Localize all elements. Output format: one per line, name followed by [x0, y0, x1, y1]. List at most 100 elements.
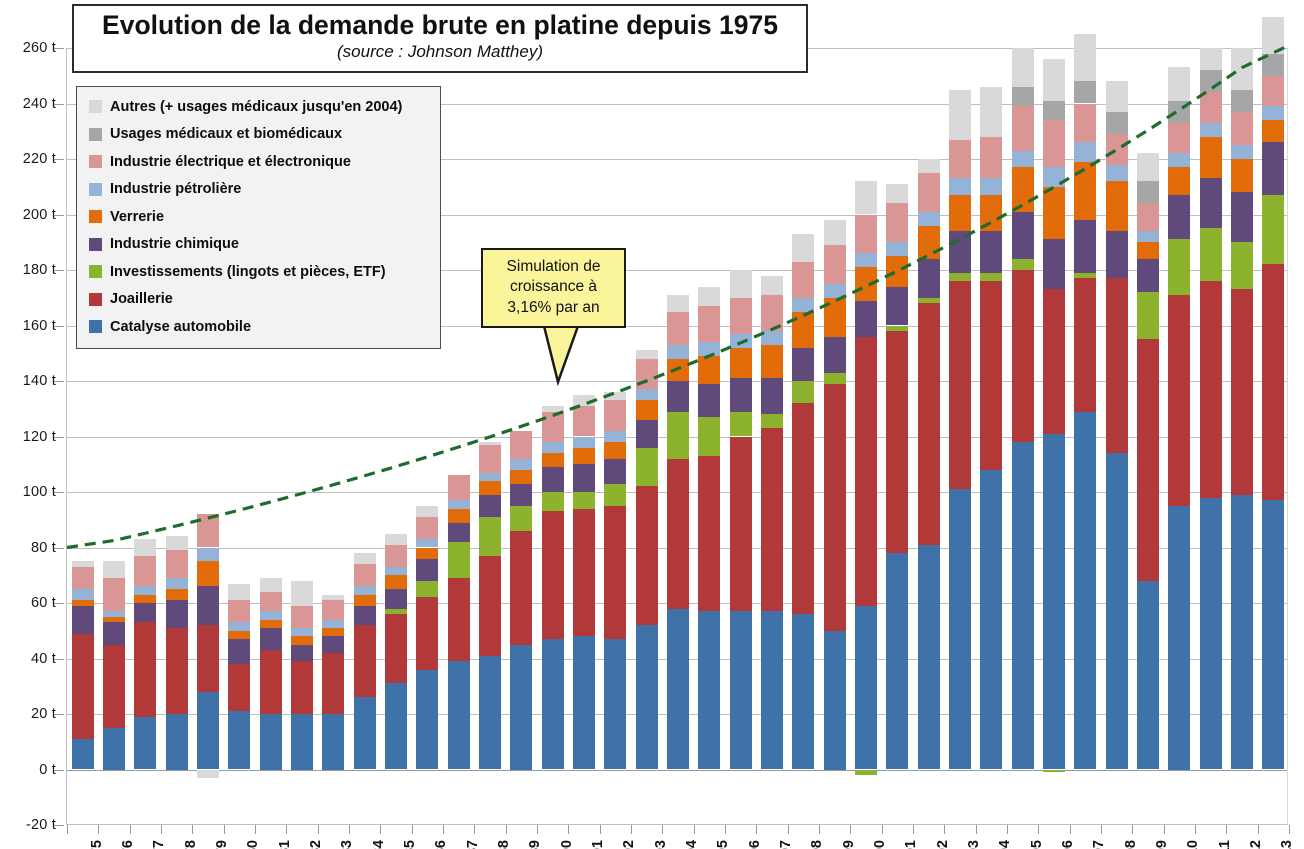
bar-segment[interactable] [667, 608, 689, 770]
bar-segment[interactable] [823, 220, 846, 246]
bar-segment[interactable] [667, 344, 689, 359]
bar-segment[interactable] [917, 297, 940, 304]
bar-segment[interactable] [980, 195, 1003, 232]
bar-segment[interactable] [447, 661, 470, 770]
bar-stack[interactable] [1043, 48, 1065, 825]
bar-segment[interactable] [385, 544, 407, 567]
bar-segment[interactable] [573, 508, 595, 637]
bar-segment[interactable] [479, 472, 501, 481]
bar-segment[interactable] [698, 455, 721, 612]
bar-segment[interactable] [510, 430, 533, 459]
bar-segment[interactable] [917, 258, 940, 298]
bar-stack[interactable] [103, 48, 125, 825]
bar-segment[interactable] [949, 281, 971, 490]
bar-segment[interactable] [134, 716, 157, 770]
bar-segment[interactable] [1043, 289, 1065, 434]
bar-segment[interactable] [322, 636, 345, 653]
bar-segment[interactable] [1231, 48, 1253, 90]
bar-segment[interactable] [259, 578, 282, 592]
bar-segment[interactable] [1231, 111, 1253, 146]
bar-segment[interactable] [604, 505, 627, 640]
legend-item[interactable]: Usages médicaux et biomédicaux [85, 121, 432, 149]
bar-stack[interactable] [291, 48, 313, 825]
bar-segment[interactable] [1199, 122, 1222, 137]
bar-segment[interactable] [71, 561, 94, 567]
bar-segment[interactable] [510, 530, 533, 645]
bar-segment[interactable] [573, 394, 595, 406]
bar-segment[interactable] [792, 233, 815, 262]
bar-segment[interactable] [447, 541, 470, 578]
bar-segment[interactable] [1105, 81, 1128, 112]
bar-segment[interactable] [1011, 150, 1034, 168]
bar-segment[interactable] [197, 625, 219, 692]
bar-stack[interactable] [385, 48, 407, 825]
bar-segment[interactable] [604, 639, 627, 770]
bar-segment[interactable] [604, 442, 627, 459]
bar-segment[interactable] [291, 661, 313, 714]
bar-stack[interactable] [353, 48, 376, 825]
bar-segment[interactable] [416, 597, 439, 670]
bar-segment[interactable] [761, 378, 783, 415]
bar-segment[interactable] [1262, 142, 1285, 196]
bar-stack[interactable] [1231, 48, 1253, 825]
bar-segment[interactable] [792, 403, 815, 615]
bar-stack[interactable] [667, 48, 689, 825]
bar-stack[interactable] [228, 48, 251, 825]
bar-segment[interactable] [886, 242, 909, 257]
bar-segment[interactable] [134, 539, 157, 556]
bar-segment[interactable] [353, 594, 376, 606]
bar-segment[interactable] [479, 494, 501, 517]
bar-segment[interactable] [71, 738, 94, 770]
bar-segment[interactable] [855, 253, 877, 268]
bar-segment[interactable] [541, 453, 564, 468]
bar-segment[interactable] [949, 139, 971, 179]
bar-segment[interactable] [447, 522, 470, 542]
bar-segment[interactable] [103, 644, 125, 728]
bar-segment[interactable] [823, 630, 846, 770]
bar-segment[interactable] [197, 514, 219, 548]
bar-segment[interactable] [1199, 497, 1222, 770]
bar-segment[interactable] [729, 347, 752, 379]
bar-segment[interactable] [1168, 122, 1191, 154]
bar-stack[interactable] [259, 48, 282, 825]
bar-segment[interactable] [228, 600, 251, 623]
bar-segment[interactable] [1011, 258, 1034, 270]
bar-segment[interactable] [165, 550, 188, 579]
bar-segment[interactable] [541, 639, 564, 770]
bar-segment[interactable] [322, 627, 345, 637]
bar-stack[interactable] [980, 48, 1003, 825]
bar-segment[interactable] [1199, 92, 1222, 123]
bar-segment[interactable] [1043, 100, 1065, 121]
bar-stack[interactable] [322, 48, 345, 825]
bar-segment[interactable] [667, 411, 689, 459]
bar-segment[interactable] [698, 306, 721, 343]
bar-segment[interactable] [1137, 181, 1159, 204]
bar-segment[interactable] [385, 614, 407, 684]
bar-segment[interactable] [165, 627, 188, 714]
bar-segment[interactable] [1074, 272, 1097, 279]
bar-segment[interactable] [228, 664, 251, 712]
bar-segment[interactable] [886, 553, 909, 770]
bar-segment[interactable] [1262, 17, 1285, 54]
bar-stack[interactable] [855, 48, 877, 825]
bar-segment[interactable] [197, 547, 219, 562]
bar-stack[interactable] [886, 48, 909, 825]
bar-stack[interactable] [792, 48, 815, 825]
bar-segment[interactable] [573, 492, 595, 509]
bar-segment[interactable] [823, 372, 846, 384]
bar-stack[interactable] [573, 48, 595, 825]
bar-segment[interactable] [886, 183, 909, 204]
bar-segment[interactable] [479, 516, 501, 556]
bar-segment[interactable] [980, 231, 1003, 273]
bar-segment[interactable] [635, 419, 658, 448]
bar-segment[interactable] [479, 655, 501, 770]
bar-segment[interactable] [71, 600, 94, 606]
bar-stack[interactable] [1137, 48, 1159, 825]
bar-segment[interactable] [635, 389, 658, 401]
bar-segment[interactable] [103, 611, 125, 617]
bar-stack[interactable] [949, 48, 971, 825]
bar-segment[interactable] [353, 564, 376, 587]
bar-stack[interactable] [71, 48, 94, 825]
bar-segment[interactable] [71, 633, 94, 739]
bar-segment[interactable] [134, 603, 157, 623]
